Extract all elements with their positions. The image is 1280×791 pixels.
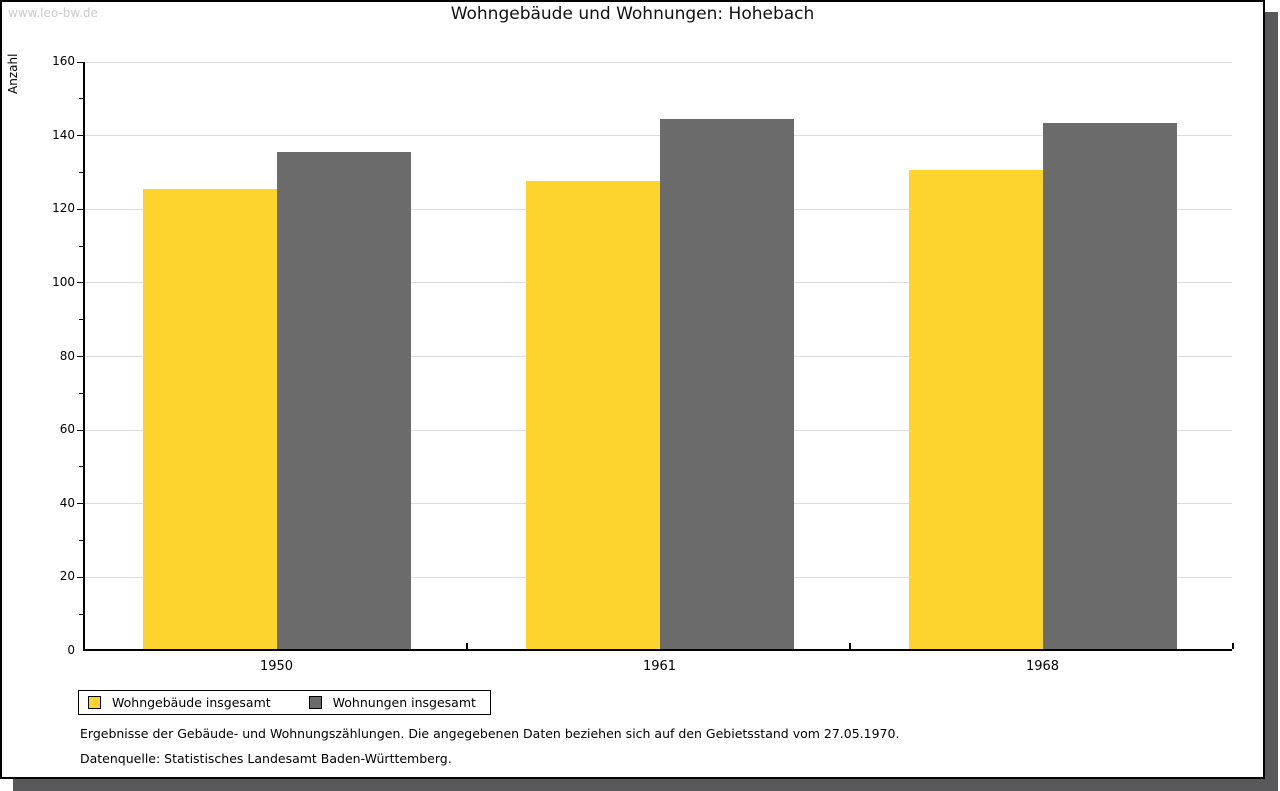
y-tick-label: 140 — [52, 127, 75, 142]
x-tick-label: 1950 — [259, 659, 294, 674]
x-tick-label: 1961 — [642, 659, 677, 674]
x-tick-label: 1968 — [1025, 659, 1060, 674]
y-minor-tick — [79, 392, 85, 394]
legend: Wohngebäude insgesamt Wohnungen insgesamt — [78, 690, 491, 715]
y-major-tick — [77, 208, 85, 210]
y-tick-label: 40 — [59, 495, 75, 510]
legend-item-series1: Wohngebäude insgesamt — [88, 695, 271, 710]
bar-1950-series2 — [276, 152, 411, 649]
footnote-line1: Ergebnisse der Gebäude- und Wohnungszähl… — [80, 726, 900, 741]
y-major-tick — [77, 576, 85, 578]
legend-label-series2: Wohnungen insgesamt — [332, 695, 476, 710]
legend-swatch-series1 — [88, 696, 101, 709]
y-major-tick — [77, 356, 85, 357]
chart-title: Wohngebäude und Wohnungen: Hohebach — [450, 4, 815, 24]
y-tick-label: 100 — [52, 274, 75, 289]
bar-1961-series1 — [525, 181, 660, 649]
y-major-tick — [77, 282, 85, 284]
bar-1968-series1 — [908, 170, 1043, 649]
legend-swatch-series2 — [308, 696, 322, 709]
y-tick-label: 160 — [52, 54, 75, 68]
y-major-tick — [77, 61, 85, 63]
chart-frame: www.leo-bw.de Wohngebäude und Wohnungen:… — [0, 0, 1265, 779]
y-tick-label: 60 — [59, 422, 75, 437]
x-boundary-tick — [849, 643, 851, 649]
y-minor-tick — [79, 171, 85, 173]
y-major-tick — [77, 503, 85, 505]
bar-1961-series2 — [659, 118, 794, 649]
y-minor-tick — [79, 245, 85, 247]
legend-label-series1: Wohngebäude insgesamt — [112, 695, 271, 710]
bar-1950-series1 — [142, 188, 277, 649]
y-minor-tick — [79, 613, 85, 615]
plot-area: 1950 1961 1968 0 20 40 60 80 100 120 140 160 — [52, 54, 1234, 674]
y-tick-label: 80 — [59, 348, 75, 363]
x-boundary-tick — [1232, 643, 1234, 649]
y-tick-label: 0 — [67, 643, 75, 657]
y-major-tick — [77, 135, 85, 137]
y-minor-tick — [79, 98, 85, 100]
y-tick-label: 120 — [52, 201, 75, 216]
y-minor-tick — [79, 319, 85, 321]
gridline — [85, 135, 1232, 137]
y-axis-label: Anzahl — [6, 53, 20, 94]
bar-1968-series2 — [1042, 122, 1177, 649]
chart-content: www.leo-bw.de Wohngebäude und Wohnungen:… — [2, 2, 1263, 777]
y-minor-tick — [79, 540, 85, 542]
x-boundary-tick — [466, 643, 468, 649]
y-major-tick — [77, 429, 85, 431]
y-minor-tick — [79, 466, 85, 468]
gridline — [85, 61, 1232, 63]
watermark: www.leo-bw.de — [8, 6, 98, 20]
footnote-line2: Datenquelle: Statistisches Landesamt Bad… — [80, 751, 452, 766]
y-tick-label: 20 — [59, 569, 75, 584]
legend-item-series2: Wohnungen insgesamt — [308, 695, 476, 710]
